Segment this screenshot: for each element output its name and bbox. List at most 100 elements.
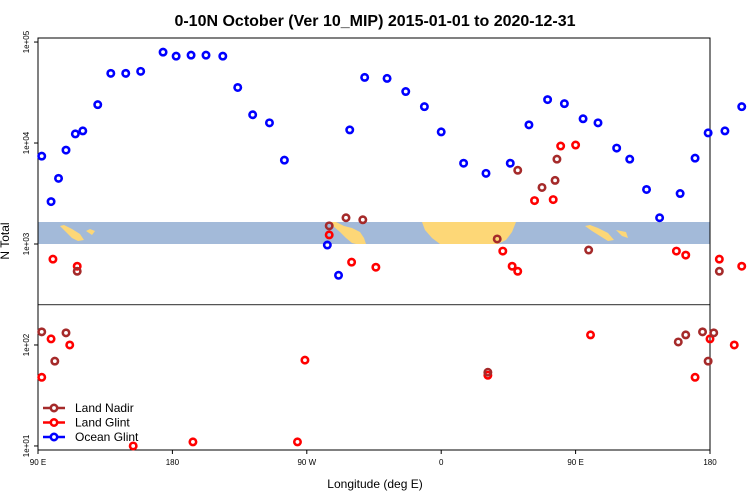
ocean-glint-point	[524, 120, 534, 130]
ocean-glint-point	[459, 158, 469, 168]
land-glint-point	[556, 141, 566, 151]
legend-marker	[49, 432, 59, 442]
ocean-glint-point	[93, 100, 103, 110]
legend-label: Land Glint	[75, 416, 130, 430]
land-glint-point	[571, 140, 581, 150]
x-tick-label: 90 E	[567, 458, 583, 467]
y-tick-label: 1e+05	[22, 30, 31, 53]
land-glint-point	[513, 266, 523, 276]
data-points	[37, 47, 747, 451]
ocean-glint-point	[158, 47, 168, 57]
map-band	[38, 222, 710, 244]
y-tick-label: 1e+03	[22, 232, 31, 255]
land-glint-point	[737, 261, 747, 271]
ocean-glint-point	[593, 118, 603, 128]
legend-marker	[49, 403, 59, 413]
y-tick-label: 1e+01	[22, 434, 31, 457]
legend-marker	[49, 417, 59, 427]
legend-label: Ocean Glint	[75, 430, 139, 444]
land-glint-point	[705, 334, 715, 344]
land-glint-point	[48, 254, 58, 264]
ocean-glint-point	[264, 118, 274, 128]
land-nadir-point	[709, 328, 719, 338]
ocean-glint-point	[106, 68, 116, 78]
x-tick-label: 180	[166, 458, 180, 467]
land-south-america	[452, 226, 462, 236]
land-glint-point	[671, 246, 681, 256]
ocean-glint-point	[675, 189, 685, 199]
x-tick-label: 180	[703, 458, 717, 467]
ocean-glint-point	[334, 270, 344, 280]
ocean-glint-point	[642, 184, 652, 194]
legend-entry-land-glint: Land Glint	[43, 416, 130, 430]
x-tick-label: 90 E	[30, 458, 46, 467]
land-nadir-point	[513, 165, 523, 175]
land-nadir-point	[341, 213, 351, 223]
land-glint-point	[690, 372, 700, 382]
ocean-glint-point	[625, 154, 635, 164]
ocean-glint-point	[136, 66, 146, 76]
land-glint-point	[729, 340, 739, 350]
map-ocean	[38, 222, 710, 244]
land-nadir-point	[703, 356, 713, 366]
ocean-glint-point	[54, 173, 64, 183]
land-indonesia-right	[585, 225, 628, 241]
x-axis: 90 E 180 90 W 0 90 E 180	[30, 450, 717, 467]
land-nadir-point	[483, 367, 493, 377]
ocean-glint-point	[655, 213, 665, 223]
land-nadir-point	[324, 221, 334, 231]
legend-entry-ocean-glint: Ocean Glint	[43, 430, 139, 444]
ocean-glint-point	[37, 151, 47, 161]
land-glint-point	[46, 334, 56, 344]
y-axis: 1e+01 1e+02 1e+03 1e+04 1e+05	[22, 30, 38, 457]
land-glint-point	[507, 261, 517, 271]
land-glint-point	[371, 262, 381, 272]
land-glint-point	[37, 372, 47, 382]
land-nadir-point	[681, 330, 691, 340]
ocean-glint-point	[690, 153, 700, 163]
land-nadir-point	[72, 266, 82, 276]
land-glint-point	[292, 437, 302, 447]
land-nadir-point	[698, 327, 708, 337]
land-glint-point	[498, 246, 508, 256]
ocean-glint-point	[737, 102, 747, 112]
land-glint-point	[347, 257, 357, 267]
x-tick-label: 0	[439, 458, 444, 467]
land-glint-point	[586, 330, 596, 340]
land-glint-point	[681, 250, 691, 260]
land-glint-point	[300, 355, 310, 365]
land-nadir-point	[37, 327, 47, 337]
land-glint-point	[714, 254, 724, 264]
ocean-glint-point	[559, 99, 569, 109]
land-glint-point	[324, 230, 334, 240]
land-glint-point	[548, 195, 558, 205]
ocean-glint-point	[248, 110, 258, 120]
x-axis-label: Longitude (deg E)	[327, 477, 422, 491]
land-nadir-point	[550, 175, 560, 185]
land-glint-point	[65, 340, 75, 350]
ocean-glint-point	[61, 145, 71, 155]
ocean-glint-point	[720, 126, 730, 136]
ocean-glint-point	[70, 129, 80, 139]
land-nadir-point	[673, 337, 683, 347]
legend-entry-land-nadir: Land Nadir	[43, 401, 134, 415]
ocean-glint-point	[419, 102, 429, 112]
y-axis-label: N Total	[0, 222, 12, 259]
land-nadir-point	[552, 154, 562, 164]
ocean-glint-point	[578, 114, 588, 124]
ocean-glint-point	[360, 72, 370, 82]
land-nadir-point	[537, 182, 547, 192]
land-nadir-point	[358, 215, 368, 225]
land-nadir-point	[714, 266, 724, 276]
land-nadir-point	[492, 234, 502, 244]
ocean-glint-point	[505, 158, 515, 168]
ocean-glint-point	[436, 127, 446, 137]
ocean-glint-point	[46, 197, 56, 207]
land-nadir-point	[61, 328, 71, 338]
ocean-glint-point	[121, 68, 131, 78]
chart-title: 0-10N October (Ver 10_MIP) 2015-01-01 to…	[174, 13, 575, 30]
ocean-glint-point	[703, 128, 713, 138]
ocean-glint-point	[201, 50, 211, 60]
